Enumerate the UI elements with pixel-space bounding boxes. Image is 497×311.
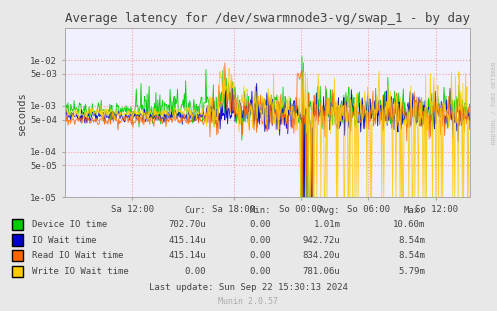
Text: 415.14u: 415.14u: [168, 251, 206, 260]
Text: 0.00: 0.00: [249, 220, 271, 229]
Text: Device IO time: Device IO time: [32, 220, 107, 229]
Text: 781.06u: 781.06u: [303, 267, 340, 276]
Text: Max:: Max:: [404, 206, 425, 215]
Text: 5.79m: 5.79m: [398, 267, 425, 276]
Text: 0.00: 0.00: [249, 251, 271, 260]
Title: Average latency for /dev/swarmnode3-vg/swap_1 - by day: Average latency for /dev/swarmnode3-vg/s…: [65, 12, 470, 26]
Text: Cur:: Cur:: [185, 206, 206, 215]
Text: 8.54m: 8.54m: [398, 251, 425, 260]
Text: Last update: Sun Sep 22 15:30:13 2024: Last update: Sun Sep 22 15:30:13 2024: [149, 283, 348, 292]
Text: 702.70u: 702.70u: [168, 220, 206, 229]
Text: 8.54m: 8.54m: [398, 236, 425, 244]
Text: 0.00: 0.00: [249, 236, 271, 244]
Text: 834.20u: 834.20u: [303, 251, 340, 260]
Text: Min:: Min:: [249, 206, 271, 215]
Text: 942.72u: 942.72u: [303, 236, 340, 244]
Text: 1.01m: 1.01m: [314, 220, 340, 229]
Text: RRDTOOL / TOBI OETIKER: RRDTOOL / TOBI OETIKER: [491, 61, 496, 144]
Text: Read IO Wait time: Read IO Wait time: [32, 251, 124, 260]
Text: 10.60m: 10.60m: [393, 220, 425, 229]
Text: 0.00: 0.00: [185, 267, 206, 276]
Text: Avg:: Avg:: [319, 206, 340, 215]
Text: Munin 2.0.57: Munin 2.0.57: [219, 297, 278, 306]
Y-axis label: seconds: seconds: [17, 91, 27, 135]
Text: IO Wait time: IO Wait time: [32, 236, 97, 244]
Text: 415.14u: 415.14u: [168, 236, 206, 244]
Text: Write IO Wait time: Write IO Wait time: [32, 267, 129, 276]
Text: 0.00: 0.00: [249, 267, 271, 276]
